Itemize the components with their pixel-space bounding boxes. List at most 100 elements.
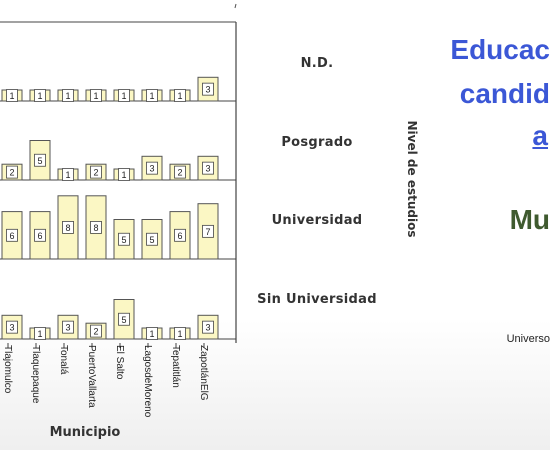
bar-value-label: 2 (177, 168, 182, 178)
bar-label-box (146, 232, 158, 246)
bar-value-label: 8 (93, 223, 98, 233)
bar-group: 1 (57, 168, 79, 181)
bar-group: 3 (197, 314, 219, 340)
bar-label-box (146, 161, 158, 175)
bar-group: 1 (141, 327, 163, 340)
bar-value-label: 1 (37, 329, 42, 339)
bar-value-label: 3 (149, 164, 154, 174)
slide-title-line-1: Educac (450, 34, 550, 65)
bar-label-box (34, 228, 46, 242)
bar-group: 1 (85, 89, 107, 102)
bar-label-box (174, 327, 186, 340)
bar-label-box (6, 89, 18, 102)
bar-label-box (90, 220, 102, 234)
row-label-universidad: Universidad (271, 213, 363, 228)
bar-value-label: 3 (65, 323, 70, 333)
bar-group: 6 (1, 211, 23, 260)
bar-label-box (146, 327, 158, 340)
bar-label-box (62, 89, 74, 102)
top-tick-mark (234, 3, 237, 9)
bar-label-box (62, 168, 74, 181)
bar-label-box (146, 89, 158, 102)
bar-label-box (174, 89, 186, 102)
source-fragment: Universo (506, 333, 550, 345)
bar-value-label: 1 (121, 91, 126, 101)
bar-label-box (34, 327, 46, 340)
bar-label-box (34, 153, 46, 167)
bar-label-box (34, 89, 46, 102)
row-label-nd: N.D. (300, 56, 334, 71)
bar-value-label: 1 (93, 91, 98, 101)
bar-label-box (174, 228, 186, 242)
bar-label-box (6, 320, 18, 334)
bar-value-label: 1 (9, 91, 14, 101)
bar-group: 1 (113, 89, 135, 102)
bar-group: 8 (57, 195, 79, 260)
x-tick-label: Tlajomulco (2, 345, 13, 394)
bar-group: 1 (29, 327, 51, 340)
bar-value-label: 1 (37, 91, 42, 101)
bar-value-label: 3 (205, 323, 210, 333)
bar-value-label: 6 (9, 231, 14, 241)
bar-value-label: 1 (177, 329, 182, 339)
slide-title-line-3: a (532, 120, 548, 151)
x-tick-label: El Salto (114, 345, 125, 380)
x-axis-title: Municipio (49, 425, 121, 440)
bar-value-label: 6 (37, 231, 42, 241)
bar-group: 5 (113, 299, 135, 340)
bar-value-label: 7 (205, 227, 210, 237)
bar-group: 2 (1, 163, 23, 181)
bar-value-label: 1 (149, 91, 154, 101)
bar-value-label: 1 (65, 91, 70, 101)
x-tick-label: Tepatitlán (170, 345, 181, 388)
x-tick-label: Tlaquepaque (30, 345, 41, 404)
bar-label-box (90, 89, 102, 102)
bar-group: 2 (169, 163, 191, 181)
bar-label-box (118, 312, 130, 326)
bar-label-box (118, 168, 130, 181)
x-tick-label: ZapotlánElG (198, 345, 209, 401)
bar-label-box (6, 165, 18, 179)
bar-group: 3 (197, 76, 219, 102)
bar-group: 7 (197, 203, 219, 260)
bar-value-label: 6 (177, 231, 182, 241)
row-label-sin-universidad: Sin Universidad (257, 292, 377, 307)
bar-label-box (202, 320, 214, 334)
bar-value-label: 5 (37, 156, 42, 166)
bar-group: 1 (141, 89, 163, 102)
bar-value-label: 3 (9, 323, 14, 333)
bar-group: 5 (29, 140, 51, 181)
bar-label-box (118, 232, 130, 246)
bar-group: 1 (113, 168, 135, 181)
bar-value-label: 5 (121, 315, 126, 325)
bar-label-box (90, 324, 102, 338)
bar-group: 6 (169, 211, 191, 260)
slide-title-line-2: candid (459, 78, 550, 109)
bar-group: 2 (85, 322, 107, 340)
bar-group: 2 (85, 163, 107, 181)
bar-value-label: 2 (93, 168, 98, 178)
bar-label-box (202, 161, 214, 175)
bar-label-box (174, 165, 186, 179)
bar-value-label: 2 (9, 168, 14, 178)
y-axis-title: Nivel de estudios (405, 120, 419, 238)
bar-label-box (202, 82, 214, 96)
bar-group: 3 (1, 314, 23, 340)
bar-value-label: 5 (149, 235, 154, 245)
bar-group: 1 (169, 327, 191, 340)
bar-label-box (62, 320, 74, 334)
bar-value-label: 1 (149, 329, 154, 339)
bar-group: 1 (57, 89, 79, 102)
bar-label-box (118, 89, 130, 102)
bar-value-label: 1 (177, 91, 182, 101)
x-tick-label: LagosdeMoreno (142, 345, 153, 418)
bar-label-box (90, 165, 102, 179)
bar-group: 5 (113, 219, 135, 260)
x-tick-label: Tonalá (58, 345, 69, 375)
bar-group: 3 (197, 155, 219, 181)
bar-group: 1 (1, 89, 23, 102)
bar-group: 8 (85, 195, 107, 260)
bar-group: 5 (141, 219, 163, 260)
